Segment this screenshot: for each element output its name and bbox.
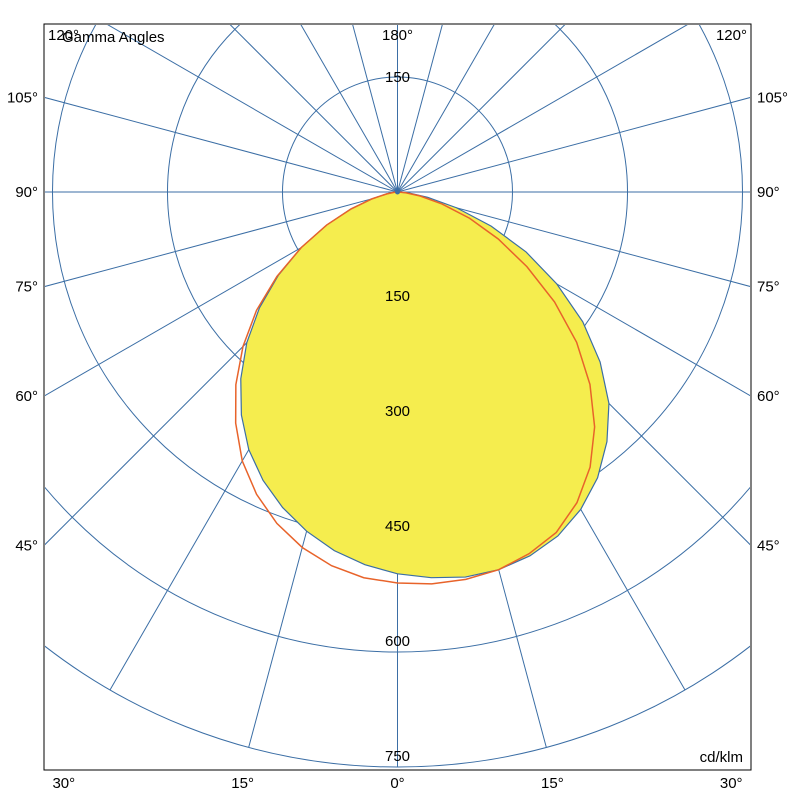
polar-svg: 150 150 300 450 600 750 120° 105° 90° 75° 60° 45° 3…	[0, 0, 795, 795]
angle-label: 0°	[390, 775, 404, 792]
angle-label: 105°	[757, 89, 788, 106]
angle-label: 60°	[757, 388, 780, 405]
angle-label: 75°	[757, 279, 780, 296]
curve-c90-fill	[241, 192, 609, 578]
angle-label: 105°	[7, 89, 38, 106]
angle-label: 30°	[720, 775, 743, 792]
ring-label: 600	[385, 633, 410, 650]
polar-chart: 150 150 300 450 600 750 120° 105° 90° 75° 60° 45° 3…	[0, 0, 795, 795]
angle-label: 45°	[15, 538, 38, 555]
angle-label: 180°	[382, 27, 413, 44]
ring-label: 750	[385, 748, 410, 765]
angle-label: 120°	[716, 27, 747, 44]
plot-area: 150 150 300 450 600 750	[0, 0, 795, 767]
angle-label: 45°	[757, 538, 780, 555]
ring-label: 150	[385, 69, 410, 86]
angle-label: 15°	[231, 775, 254, 792]
unit-label: cd/klm	[700, 749, 743, 766]
ring-label: 450	[385, 518, 410, 535]
chart-title: Gamma Angles	[62, 29, 165, 46]
angle-label: 75°	[15, 279, 38, 296]
ring-label: 150	[385, 288, 410, 305]
ring-label: 300	[385, 403, 410, 420]
angle-label: 60°	[15, 388, 38, 405]
angle-label: 90°	[15, 184, 38, 201]
angle-label: 15°	[541, 775, 564, 792]
angle-label: 90°	[757, 184, 780, 201]
curves	[236, 190, 609, 584]
angle-label: 30°	[52, 775, 75, 792]
